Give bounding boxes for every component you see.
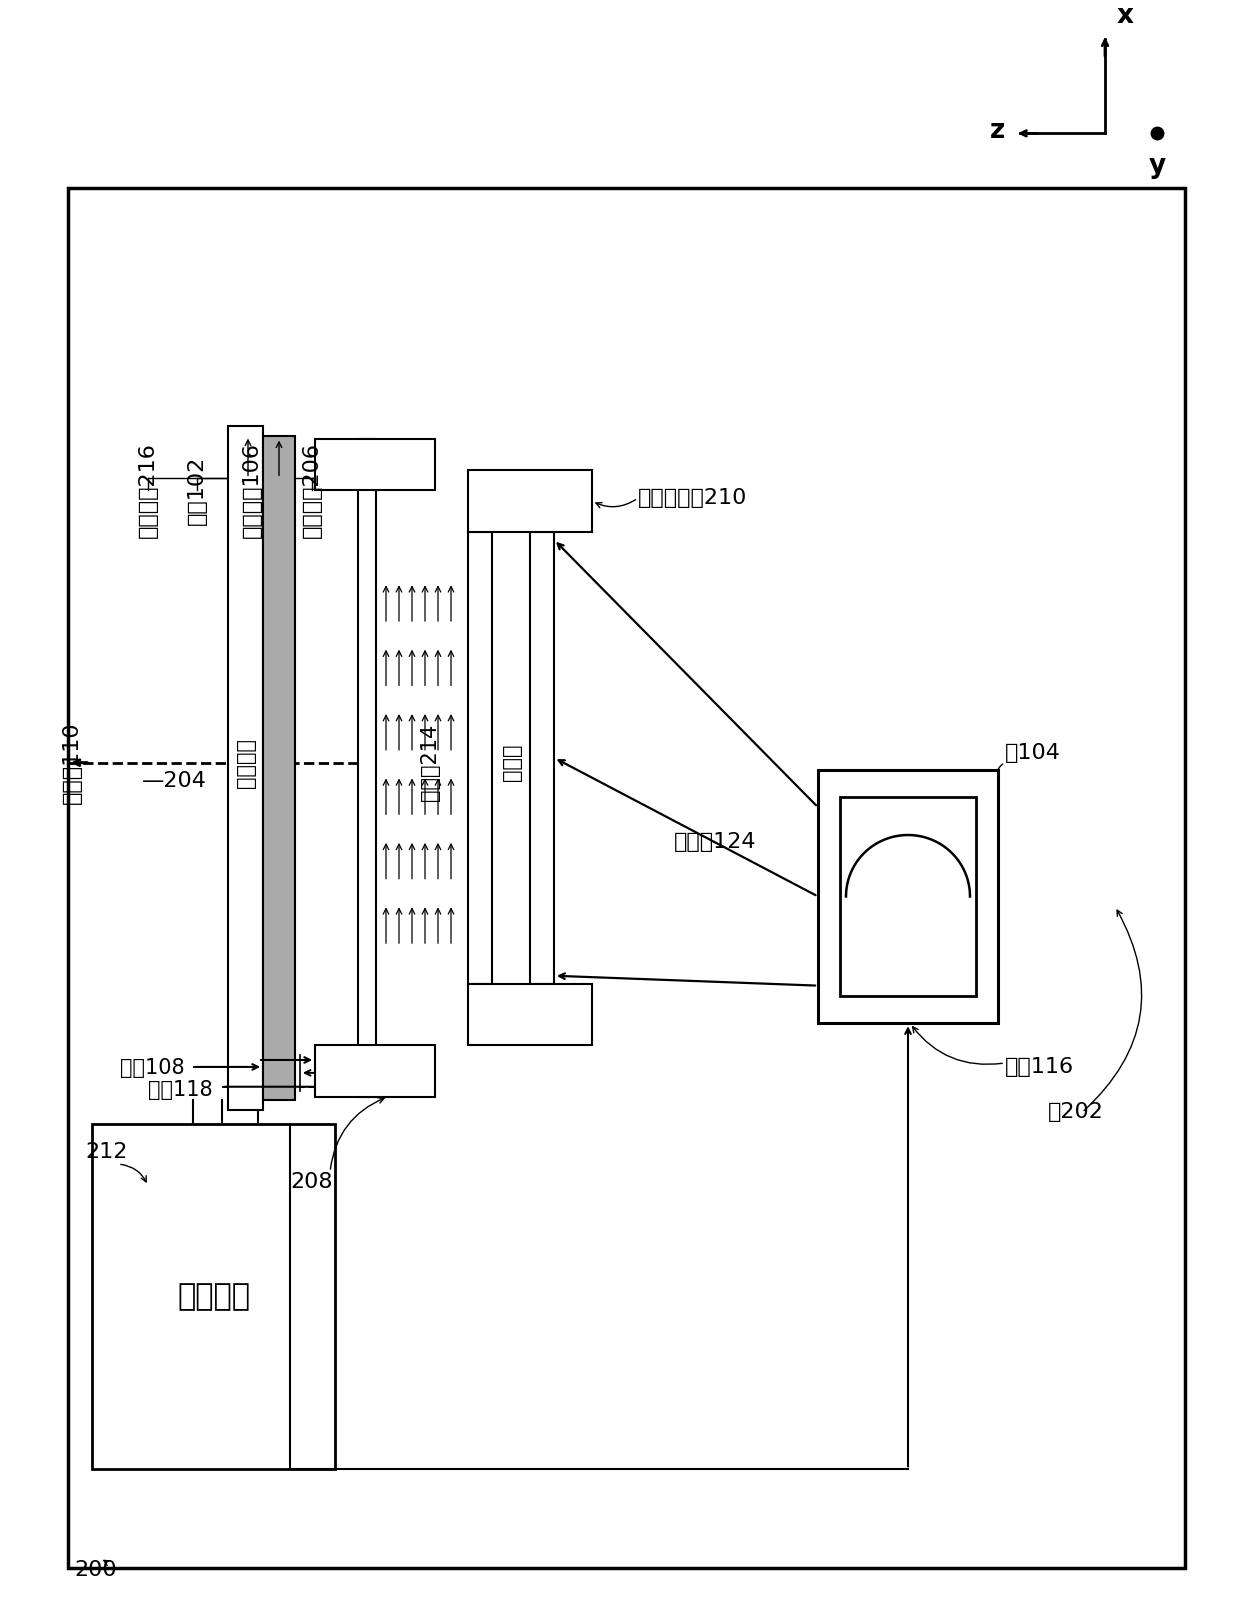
Text: 208: 208 — [290, 1171, 334, 1192]
Text: 蒸汽羽124: 蒸汽羽124 — [673, 832, 756, 851]
Text: —204: —204 — [143, 771, 207, 790]
Text: 沉积区域216: 沉积区域216 — [138, 442, 157, 537]
Bar — [358, 439, 376, 1097]
Bar — [315, 439, 435, 491]
Text: 掩模卡盘206: 掩模卡盘206 — [303, 442, 322, 537]
Bar — [467, 470, 591, 531]
Text: 准直器: 准直器 — [502, 743, 522, 782]
Text: 蒋茎掩模106: 蒋茎掩模106 — [242, 442, 262, 537]
Text: 212: 212 — [86, 1142, 128, 1162]
Text: y: y — [1148, 153, 1166, 179]
Text: 室202: 室202 — [1048, 1102, 1104, 1123]
Bar — [315, 1046, 435, 1097]
Text: 200: 200 — [74, 1561, 117, 1580]
Text: 源104: 源104 — [1004, 743, 1061, 763]
Text: 平面118: 平面118 — [149, 1080, 213, 1099]
Bar — [92, 1125, 335, 1469]
Bar — [228, 426, 263, 1110]
Text: 垂直轴110: 垂直轴110 — [62, 721, 82, 804]
Bar — [839, 798, 976, 996]
Text: 定位系统: 定位系统 — [177, 1282, 250, 1311]
Text: 准直器卡盘210: 准直器卡盘210 — [639, 488, 748, 508]
Text: z: z — [990, 119, 1004, 145]
Bar — [818, 769, 998, 1023]
Bar — [467, 983, 591, 1046]
Bar — [263, 436, 295, 1099]
Text: s: s — [324, 1043, 335, 1064]
Bar — [529, 531, 554, 983]
Bar — [68, 188, 1185, 1569]
Text: 材料116: 材料116 — [1004, 1057, 1074, 1076]
Text: 平面108: 平面108 — [120, 1057, 185, 1078]
Text: 衾底102: 衾底102 — [187, 455, 207, 525]
Text: 蒸汽柱214: 蒸汽柱214 — [420, 724, 440, 801]
Text: x: x — [1117, 3, 1135, 29]
Bar — [467, 531, 492, 983]
Text: 衾底卡盘: 衾底卡盘 — [236, 737, 255, 788]
